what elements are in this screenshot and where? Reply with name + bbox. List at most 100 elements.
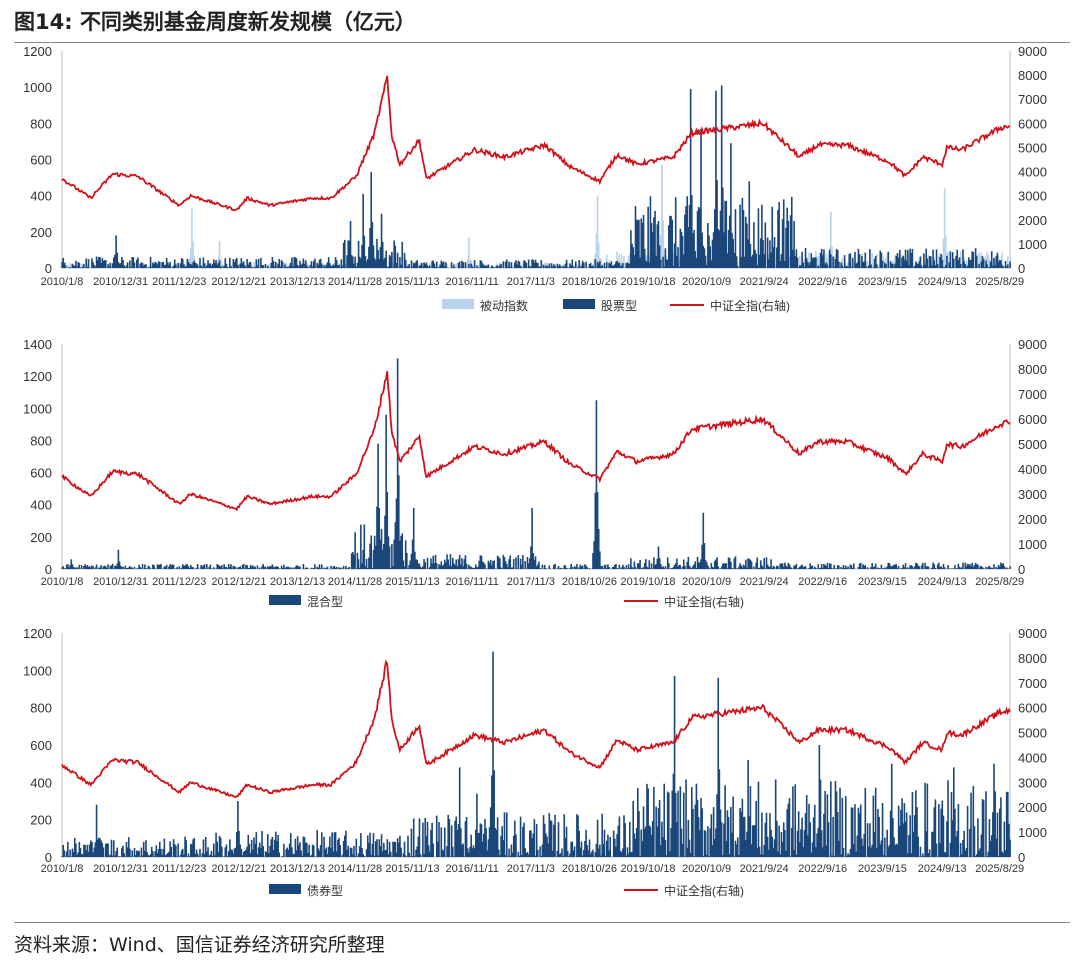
bar: [206, 851, 208, 857]
bar: [543, 564, 546, 569]
bar: [800, 565, 802, 569]
bar: [549, 264, 552, 268]
bar: [142, 265, 145, 268]
bar: [658, 558, 661, 569]
bar: [824, 791, 826, 857]
bar: [106, 568, 108, 569]
bar: [253, 837, 255, 857]
bar: [656, 558, 659, 569]
bar: [876, 847, 878, 857]
bar: [406, 266, 408, 268]
bar: [299, 260, 301, 268]
bar: [441, 565, 444, 569]
bar: [558, 568, 561, 569]
bar: [271, 257, 274, 268]
y-tick-left: 0: [45, 261, 52, 276]
bar: [696, 210, 699, 268]
bar: [393, 539, 395, 569]
bar: [63, 568, 66, 569]
bar: [208, 263, 210, 268]
bar: [833, 266, 836, 268]
bar: [563, 565, 566, 569]
bar: [196, 853, 199, 857]
bar: [818, 745, 821, 857]
bar: [909, 815, 911, 857]
bar: [651, 821, 654, 857]
bar: [137, 568, 139, 569]
bar: [180, 257, 183, 268]
x-tick-label: 2025/8/29: [975, 863, 1024, 875]
bar: [856, 262, 859, 268]
bar: [519, 265, 522, 268]
bar: [152, 262, 154, 268]
bar: [237, 801, 239, 857]
bar: [731, 232, 733, 268]
bar: [940, 808, 942, 857]
bar: [442, 850, 445, 857]
bar: [410, 260, 413, 268]
bar: [352, 854, 354, 857]
bar: [262, 564, 264, 569]
bar: [835, 791, 838, 857]
bar: [915, 261, 917, 268]
bar: [949, 251, 952, 268]
bar: [239, 844, 242, 857]
bar: [893, 266, 895, 268]
bar: [532, 259, 535, 268]
bar: [345, 565, 347, 569]
bar: [429, 851, 431, 857]
bar: [834, 258, 837, 268]
y-tick-right: 4000: [1018, 165, 1047, 180]
bar: [327, 846, 330, 857]
bar: [815, 567, 817, 569]
y-tick-right: 1000: [1018, 825, 1047, 840]
x-tick-label: 2014/11/28: [328, 276, 382, 288]
bar: [94, 266, 97, 268]
bar: [225, 566, 228, 569]
bar: [897, 805, 900, 857]
bar: [854, 251, 856, 268]
bar: [385, 849, 387, 857]
bar: [813, 804, 816, 857]
bar: [998, 260, 1001, 268]
bar: [386, 839, 389, 857]
source-note: 资料来源：Wind、国信证券经济研究所整理: [14, 934, 385, 956]
bar: [566, 851, 569, 857]
bar: [512, 265, 515, 268]
bar: [424, 817, 427, 857]
bar: [597, 848, 600, 857]
bar: [224, 567, 227, 569]
bar: [631, 852, 633, 857]
bar: [913, 566, 916, 569]
bar: [734, 556, 737, 569]
bar: [610, 261, 613, 268]
x-tick-label: 2024/9/13: [918, 576, 967, 588]
bar: [771, 206, 774, 268]
bar: [738, 566, 740, 569]
bar: [779, 854, 782, 857]
bar: [849, 564, 852, 569]
bar: [469, 566, 471, 569]
bar: [145, 568, 147, 569]
bar: [68, 856, 70, 857]
y-tick-right: 8000: [1018, 68, 1047, 83]
bar: [338, 567, 340, 569]
bar: [158, 564, 161, 569]
x-tick-label: 2024/9/13: [918, 276, 967, 288]
bar: [486, 265, 489, 268]
bar: [422, 822, 424, 857]
bar: [292, 853, 294, 857]
bar: [263, 264, 266, 268]
x-tick-label: 2010/1/8: [41, 276, 84, 288]
bar: [439, 565, 441, 569]
bar: [655, 806, 657, 857]
bar: [164, 566, 167, 569]
bar: [61, 262, 63, 268]
bar: [923, 855, 925, 857]
bar: [728, 215, 731, 268]
bar: [692, 808, 694, 857]
bar: [888, 563, 891, 569]
bar: [187, 853, 190, 857]
bar: [71, 848, 74, 857]
bar: [441, 262, 444, 268]
